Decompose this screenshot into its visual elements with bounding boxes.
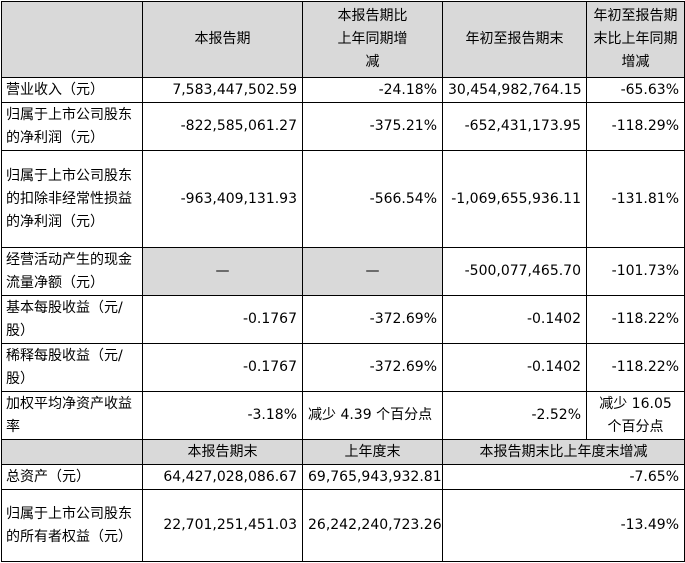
row-value: -652,431,173.95 — [442, 102, 587, 151]
row-value: -118.22% — [586, 343, 685, 392]
row-value: -118.29% — [586, 102, 685, 151]
header-ytd: 年初至报告期末 — [442, 1, 587, 78]
row-value: -0.1767 — [142, 295, 303, 344]
row-value: 69,765,943,932.81 — [302, 464, 443, 490]
row-value: -7.65% — [442, 464, 685, 490]
header-current-period: 本报告期 — [142, 1, 303, 78]
row-value: -24.18% — [302, 77, 443, 103]
row-label: 归属于上市公司股东的扣除非经常性损益的净利润（元） — [1, 150, 143, 248]
subheader-corner-cell — [1, 439, 143, 465]
row-value: -2.52% — [442, 391, 587, 440]
row-value: -13.49% — [442, 489, 685, 562]
row-label: 营业收入（元） — [1, 77, 143, 103]
table-row: 归属于上市公司股东的扣除非经常性损益的净利润（元） -963,409,131.9… — [1, 150, 685, 248]
row-label: 经营活动产生的现金流量净额（元） — [1, 247, 143, 296]
row-value: -372.69% — [302, 343, 443, 392]
table-row: 稀释每股收益（元/股） -0.1767 -372.69% -0.1402 -11… — [1, 343, 685, 392]
row-value: -963,409,131.93 — [142, 150, 303, 248]
row-value: -3.18% — [142, 391, 303, 440]
row-value: -500,077,465.70 — [442, 247, 587, 296]
row-value: 7,583,447,502.59 — [142, 77, 303, 103]
table-subheader-row: 本报告期末 上年度末 本报告期末比上年度末增减 — [1, 439, 685, 465]
subheader-period-end: 本报告期末 — [142, 439, 303, 465]
row-label: 归属于上市公司股东的所有者权益（元） — [1, 489, 143, 562]
row-label: 归属于上市公司股东的净利润（元） — [1, 102, 143, 151]
subheader-change: 本报告期末比上年度末增减 — [442, 439, 685, 465]
table-row: 基本每股收益（元/股） -0.1767 -372.69% -0.1402 -11… — [1, 295, 685, 344]
row-value: 减少 16.05 个百分点 — [586, 391, 685, 440]
table-row: 总资产（元） 64,427,028,086.67 69,765,943,932.… — [1, 464, 685, 490]
table-row: 加权平均净资产收益率 -3.18% 减少 4.39 个百分点 -2.52% 减少… — [1, 391, 685, 440]
row-value: -101.73% — [586, 247, 685, 296]
header-ytd-change: 年初至报告期末比上年同期增减 — [586, 1, 685, 78]
row-value-na: — — [302, 247, 443, 296]
row-value: -131.81% — [586, 150, 685, 248]
row-value: 26,242,240,723.26 — [302, 489, 443, 562]
row-value: 22,701,251,451.03 — [142, 489, 303, 562]
row-value: -0.1402 — [442, 343, 587, 392]
row-label: 稀释每股收益（元/股） — [1, 343, 143, 392]
row-value-na: — — [142, 247, 303, 296]
row-value: -372.69% — [302, 295, 443, 344]
row-value: -65.63% — [586, 77, 685, 103]
subheader-prior-year-end: 上年度末 — [302, 439, 443, 465]
table-row: 营业收入（元） 7,583,447,502.59 -24.18% 30,454,… — [1, 77, 685, 103]
table-row: 归属于上市公司股东的净利润（元） -822,585,061.27 -375.21… — [1, 102, 685, 151]
row-value: -566.54% — [302, 150, 443, 248]
row-value: -118.22% — [586, 295, 685, 344]
row-value: -375.21% — [302, 102, 443, 151]
row-value: 减少 4.39 个百分点 — [302, 391, 443, 440]
row-value: -0.1402 — [442, 295, 587, 344]
row-value: 64,427,028,086.67 — [142, 464, 303, 490]
table-row: 经营活动产生的现金流量净额（元） — — -500,077,465.70 -10… — [1, 247, 685, 296]
row-value: -0.1767 — [142, 343, 303, 392]
row-label: 总资产（元） — [1, 464, 143, 490]
row-value: 30,454,982,764.15 — [442, 77, 587, 103]
header-corner-cell — [1, 1, 143, 78]
row-label: 加权平均净资产收益率 — [1, 391, 143, 440]
row-value: -822,585,061.27 — [142, 102, 303, 151]
header-current-period-change: 本报告期比上年同期增减 — [302, 1, 443, 78]
row-label: 基本每股收益（元/股） — [1, 295, 143, 344]
table-header-row: 本报告期 本报告期比上年同期增减 年初至报告期末 年初至报告期末比上年同期增减 — [1, 1, 685, 78]
row-value: -1,069,655,936.11 — [442, 150, 587, 248]
table-row: 归属于上市公司股东的所有者权益（元） 22,701,251,451.03 26,… — [1, 489, 685, 562]
